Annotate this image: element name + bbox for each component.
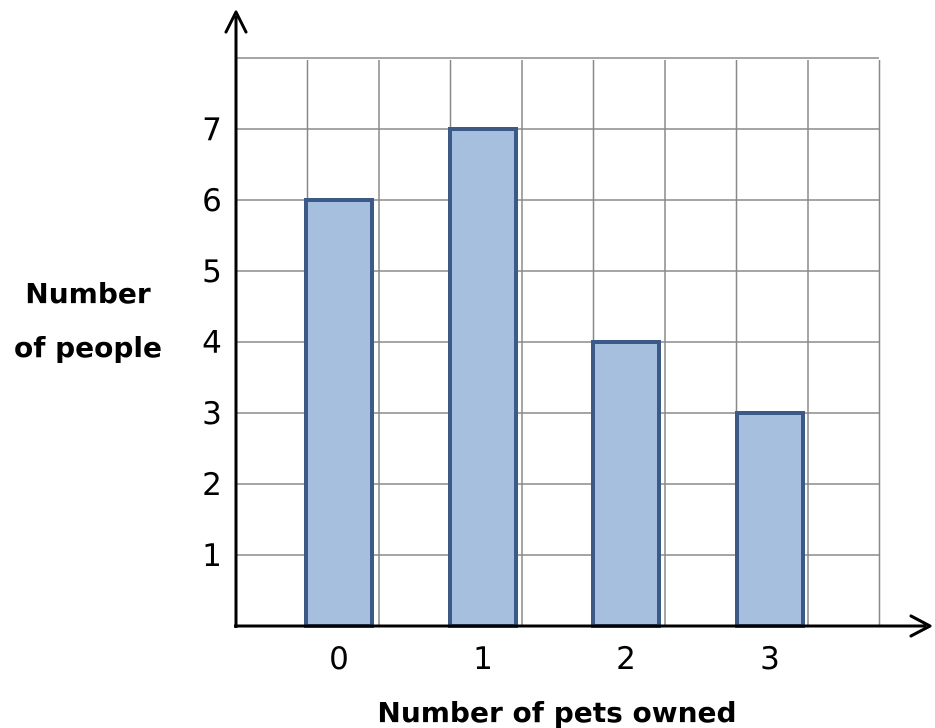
bar-0 <box>304 198 374 628</box>
y-axis-title-line-2: of people <box>14 331 162 364</box>
x-tick-label-0: 0 <box>329 641 349 677</box>
x-tick-label-2: 2 <box>616 641 636 677</box>
x-axis-title: Number of pets owned <box>377 696 736 728</box>
x-tick-label-1: 1 <box>473 641 493 677</box>
y-tick-label-1: 1 <box>202 538 222 574</box>
x-tick-label-3: 3 <box>760 641 780 677</box>
y-axis-arrowhead <box>224 10 248 34</box>
y-axis-title-line-1: Number <box>25 277 151 310</box>
bar-series <box>304 127 805 628</box>
y-tick-label-4: 4 <box>202 325 222 361</box>
y-tick-label-3: 3 <box>202 396 222 432</box>
bar-2 <box>591 340 661 628</box>
x-tick-labels: 0 1 2 3 <box>329 641 780 677</box>
y-tick-label-7: 7 <box>202 112 222 148</box>
bar-3 <box>735 411 805 628</box>
y-tick-label-5: 5 <box>202 254 222 290</box>
bar-1 <box>448 127 518 628</box>
x-axis-arrowhead <box>909 614 932 638</box>
y-tick-labels: 1 2 3 4 5 6 7 <box>202 112 222 574</box>
chart-axes <box>224 10 932 638</box>
y-tick-label-2: 2 <box>202 467 222 503</box>
y-tick-label-6: 6 <box>202 183 222 219</box>
